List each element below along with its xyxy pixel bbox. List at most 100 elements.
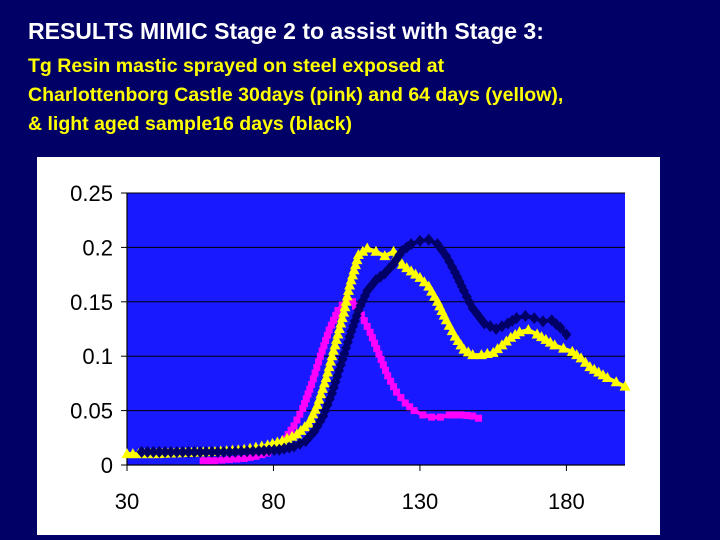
series-3-marker-0-4 [160, 445, 171, 458]
tick-labels: 0 0.05 0.1 0.15 0.2 0.25 30 80 130 180 [70, 181, 585, 514]
series-2-point-32 [514, 326, 526, 337]
x-tick-label-0: 30 [115, 489, 139, 514]
series-3-point-4 [253, 444, 264, 457]
series-3 [136, 233, 572, 458]
series-2 [121, 242, 631, 459]
y-tick-label-1: 0.05 [70, 399, 113, 424]
series-2-point-11 [329, 339, 341, 350]
series-2-point-37 [557, 342, 569, 353]
series-1-marker-7-2 [287, 426, 295, 434]
series-1-marker-11-1 [318, 347, 326, 355]
series-3-point-3 [224, 445, 235, 458]
subtitle-line-2: Charlottenborg Castle 30days (pink) and … [28, 84, 564, 106]
series-3-point-35 [555, 321, 566, 334]
series-2-marker-13-3 [348, 264, 360, 275]
series-1-marker-17-1 [368, 334, 376, 342]
series-2-marker-9-4 [318, 377, 330, 388]
x-tick-label-1: 80 [261, 489, 285, 514]
series-3-point-9 [318, 410, 329, 423]
series-2-point-16 [370, 245, 382, 256]
series-3-marker-3-3 [242, 445, 253, 458]
series-3-marker-13-3 [360, 289, 371, 302]
series-1-marker-17-3 [373, 345, 381, 353]
series-1-point-0 [199, 457, 207, 465]
y-tick-label-0: 0 [101, 453, 113, 478]
series-1-marker-18-3 [382, 366, 390, 374]
series-1-point-21 [401, 399, 409, 407]
series-2-marker-9-2 [315, 388, 327, 399]
series-1-point-18 [375, 350, 383, 358]
plot-background [127, 193, 625, 465]
series-2-point-13 [344, 279, 356, 290]
series-2-marker-11-3 [333, 323, 345, 333]
series-2-point-36 [549, 339, 561, 350]
series-1-marker-10-3 [313, 364, 321, 372]
series-3-point-1 [165, 445, 176, 458]
series-1-marker-19-2 [390, 383, 398, 391]
series-1-marker-11-3 [322, 337, 330, 345]
series-2-marker-13-4 [349, 259, 361, 270]
series-1-marker-8-1 [293, 416, 301, 424]
series-1-marker-11-4 [323, 331, 331, 339]
series-3-marker-1-2 [177, 445, 188, 458]
series-2-marker-10-4 [326, 350, 338, 361]
chart-area: 0 0.05 0.1 0.15 0.2 0.25 30 80 130 180 [37, 157, 660, 535]
y-tick-label-3: 0.15 [70, 290, 113, 315]
series-2-marker-10-1 [322, 366, 334, 377]
series-3-marker-2-2 [206, 445, 217, 458]
series-3-point-0 [136, 445, 147, 458]
series-2-marker-9-3 [317, 382, 329, 393]
series-2-marker-13-1 [345, 274, 357, 285]
series-1-marker-19-1 [387, 377, 395, 385]
series-1-point-3 [240, 454, 248, 462]
series-1-marker-16-2 [363, 322, 371, 330]
series-1-point-15 [349, 298, 357, 306]
series-3-point-21 [423, 233, 434, 246]
series-1-marker-10-2 [311, 369, 319, 377]
series-1-point-2 [226, 456, 234, 464]
series-1-marker-10-4 [315, 358, 323, 366]
slide-title: RESULTS MIMIC Stage 2 to assist with Sta… [28, 18, 544, 44]
series-2-marker-13-2 [347, 269, 359, 280]
series-1-point-19 [384, 372, 392, 380]
series-3-marker-3-2 [236, 445, 247, 458]
series-3-marker-1-3 [183, 445, 194, 458]
series-2-marker-11-4 [335, 317, 347, 328]
series-2-point-31 [505, 331, 517, 342]
series-1-marker-0-1 [205, 457, 213, 465]
series-2-marker-12-1 [339, 301, 351, 312]
series-layer [121, 233, 631, 465]
series-3-point-11 [335, 358, 346, 371]
series-1-marker-21-1 [406, 403, 414, 411]
series-1-marker-9-3 [304, 390, 312, 398]
x-tick-label-3: 180 [548, 489, 585, 514]
series-3-marker-2-3 [212, 445, 223, 458]
series-2-marker-11-2 [332, 328, 344, 339]
series-1-marker-9-4 [306, 385, 314, 393]
series-1-point-4 [252, 452, 260, 460]
series-1-point-11 [316, 352, 324, 360]
series-2-point-10 [320, 371, 332, 382]
series-2-marker-12-2 [340, 295, 352, 306]
series-2-marker-10-2 [323, 361, 335, 372]
series-1-point-27 [457, 411, 465, 419]
series-3-point-16 [379, 267, 390, 280]
series-1-point-10 [308, 380, 316, 388]
series-1-point-28 [469, 412, 477, 420]
series-3-marker-18-1 [401, 241, 412, 254]
series-2-marker-12-3 [341, 290, 353, 301]
series-1-marker-8-2 [296, 410, 304, 418]
series-1-point-24 [428, 413, 436, 421]
series-3-point-36 [561, 328, 572, 341]
series-2-point-43 [610, 376, 622, 387]
series-3-point-2 [195, 445, 206, 458]
series-3-marker-12-3 [349, 314, 360, 327]
subtitle-line-3: & light aged sample16 days (black) [28, 113, 353, 135]
series-3-marker-24-3 [456, 280, 467, 293]
series-1-marker-10-1 [309, 375, 317, 383]
series-2-marker-11-1 [330, 333, 342, 344]
series-3-marker-1-1 [171, 445, 182, 458]
series-3-point-20 [414, 234, 425, 247]
series-1-marker-17-2 [371, 339, 379, 347]
series-1-marker-12-2 [330, 316, 338, 324]
